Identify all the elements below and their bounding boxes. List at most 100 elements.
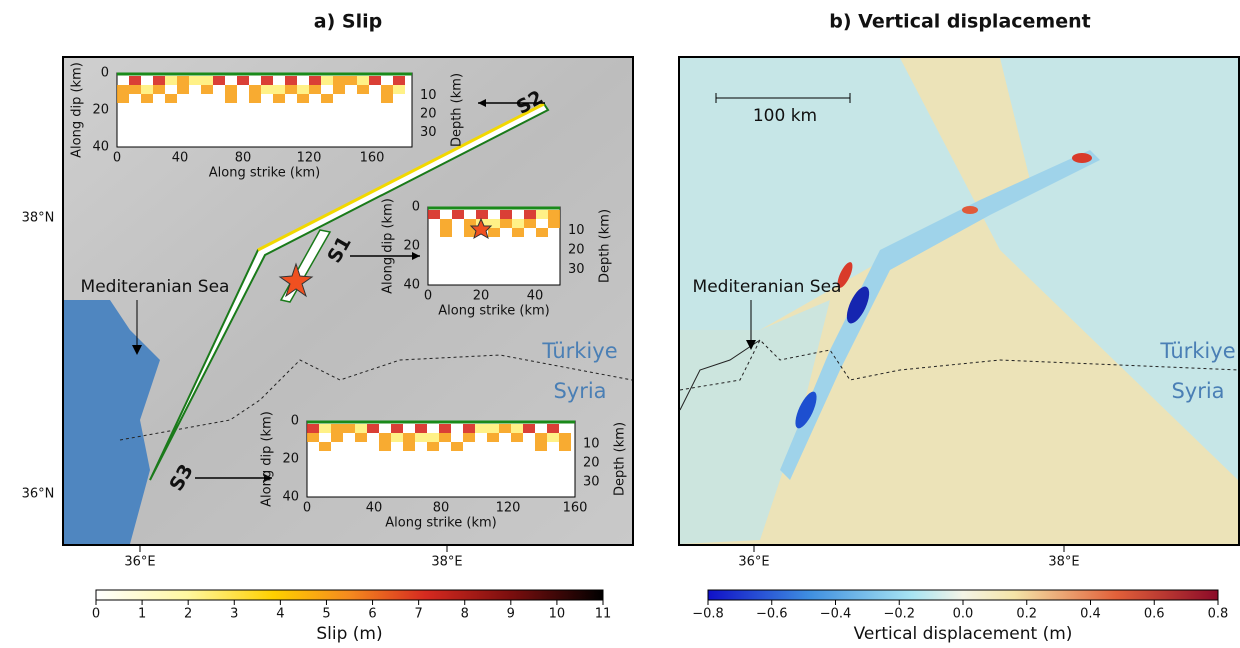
slip-cell	[381, 94, 393, 103]
slip-cell	[333, 85, 345, 94]
slip-cell	[177, 85, 189, 94]
slip-cell	[391, 424, 403, 433]
slip-cell	[225, 94, 237, 103]
slip-cell	[117, 94, 129, 103]
slip-cell	[297, 94, 309, 103]
slip-cell	[393, 85, 405, 94]
slip-cell	[511, 424, 523, 433]
slip-cell	[357, 85, 369, 94]
slip-cell	[153, 76, 165, 85]
inset-depth-tick: 10	[583, 437, 600, 452]
slip-cell	[309, 85, 321, 94]
slip-cell	[369, 76, 381, 85]
slip-cell	[261, 85, 273, 94]
slip-cell	[487, 424, 499, 433]
colorbar-tick-label: 8	[461, 607, 469, 622]
colorbar-tick-label: 0.6	[1144, 607, 1165, 622]
colorbar-tick-label: −0.8	[692, 607, 724, 622]
slip-cell	[309, 76, 321, 85]
slip-cell	[345, 76, 357, 85]
slip-cell	[487, 433, 499, 442]
inset-x-tick: 40	[172, 151, 189, 166]
country-label: Syria	[553, 379, 606, 403]
slip-cell	[548, 219, 560, 228]
slip-cell	[357, 76, 369, 85]
slip-cell	[129, 76, 141, 85]
slip-cell	[379, 442, 391, 451]
slip-cell	[355, 424, 367, 433]
slip-cell	[213, 76, 225, 85]
slip-cell	[165, 76, 177, 85]
inset-x-tick: 80	[433, 501, 450, 516]
slip-cell	[307, 424, 319, 433]
inset-depth-tick: 10	[420, 88, 437, 103]
inset-depth-tick: 10	[568, 223, 585, 238]
colorbar-tick-label: 10	[549, 607, 566, 622]
slip-cell	[273, 94, 285, 103]
slip-cell	[547, 424, 559, 433]
sea-label: Mediteranian Sea	[81, 277, 230, 297]
slip-cell	[403, 442, 415, 451]
colorbar-tick-label: 0.4	[1080, 607, 1101, 622]
arrowhead	[478, 99, 486, 107]
slip-cell	[403, 433, 415, 442]
slip-cell	[141, 85, 153, 94]
colorbar-tick-label: 0	[92, 607, 100, 622]
slip-cell	[427, 442, 439, 451]
slip-cell	[391, 433, 403, 442]
slip-cell	[201, 76, 213, 85]
inset-y-label: Along dip (km)	[381, 198, 396, 294]
slip-cell	[261, 76, 273, 85]
slip-cell	[319, 424, 331, 433]
inset-x-label: Along strike (km)	[209, 166, 320, 181]
slip-cell	[536, 210, 548, 219]
slip-cell	[511, 433, 523, 442]
inset-x-tick: 120	[496, 501, 521, 516]
inset-y-tick: 20	[282, 452, 299, 467]
slip-cell	[535, 433, 547, 442]
slip-cell	[559, 433, 571, 442]
slip-cell	[512, 219, 524, 228]
slip-cell	[177, 76, 189, 85]
slip-cell	[153, 85, 165, 94]
inset-y-tick: 40	[92, 140, 109, 155]
slip-cell	[331, 433, 343, 442]
lon-label: 38°E	[1048, 555, 1079, 570]
colorbar-tick-label: 1	[138, 607, 146, 622]
lon-label: 36°E	[124, 555, 155, 570]
slip-cell	[297, 85, 309, 94]
inset-x-tick: 40	[527, 289, 544, 304]
inset-depth-label: Depth (km)	[613, 422, 628, 496]
slip-cell	[141, 94, 153, 103]
slip-cell	[439, 433, 451, 442]
slip-cell	[499, 424, 511, 433]
colorbar-tick-label: 7	[414, 607, 422, 622]
slip-cell	[559, 442, 571, 451]
slip-cell	[463, 433, 475, 442]
colorbar-tick-label: −0.6	[756, 607, 788, 622]
sea-label: Mediteranian Sea	[693, 277, 842, 297]
slip-cell	[440, 219, 452, 228]
slip-cell	[249, 94, 261, 103]
slip-cell	[415, 433, 427, 442]
slip-cell	[428, 210, 440, 219]
slip-cell	[189, 76, 201, 85]
colorbar-tick-label: 0.8	[1208, 607, 1229, 622]
slip-cell	[547, 433, 559, 442]
slip-cell	[249, 85, 261, 94]
slip-cell	[355, 433, 367, 442]
slip-cell	[285, 85, 297, 94]
country-label: Türkiye	[1159, 339, 1235, 363]
colorbar-label: Vertical displacement (m)	[854, 624, 1073, 644]
inset-y-tick: 20	[403, 239, 420, 254]
slip-cell	[535, 442, 547, 451]
slip-cell	[440, 228, 452, 237]
slip-cell	[331, 424, 343, 433]
colorbar-tick-label: 5	[322, 607, 330, 622]
inset-depth-tick: 20	[583, 456, 600, 471]
slip-cell	[285, 76, 297, 85]
slip-cell	[523, 424, 535, 433]
slip-cell	[488, 219, 500, 228]
slip-cell	[464, 228, 476, 237]
inset-x-tick: 20	[473, 289, 490, 304]
